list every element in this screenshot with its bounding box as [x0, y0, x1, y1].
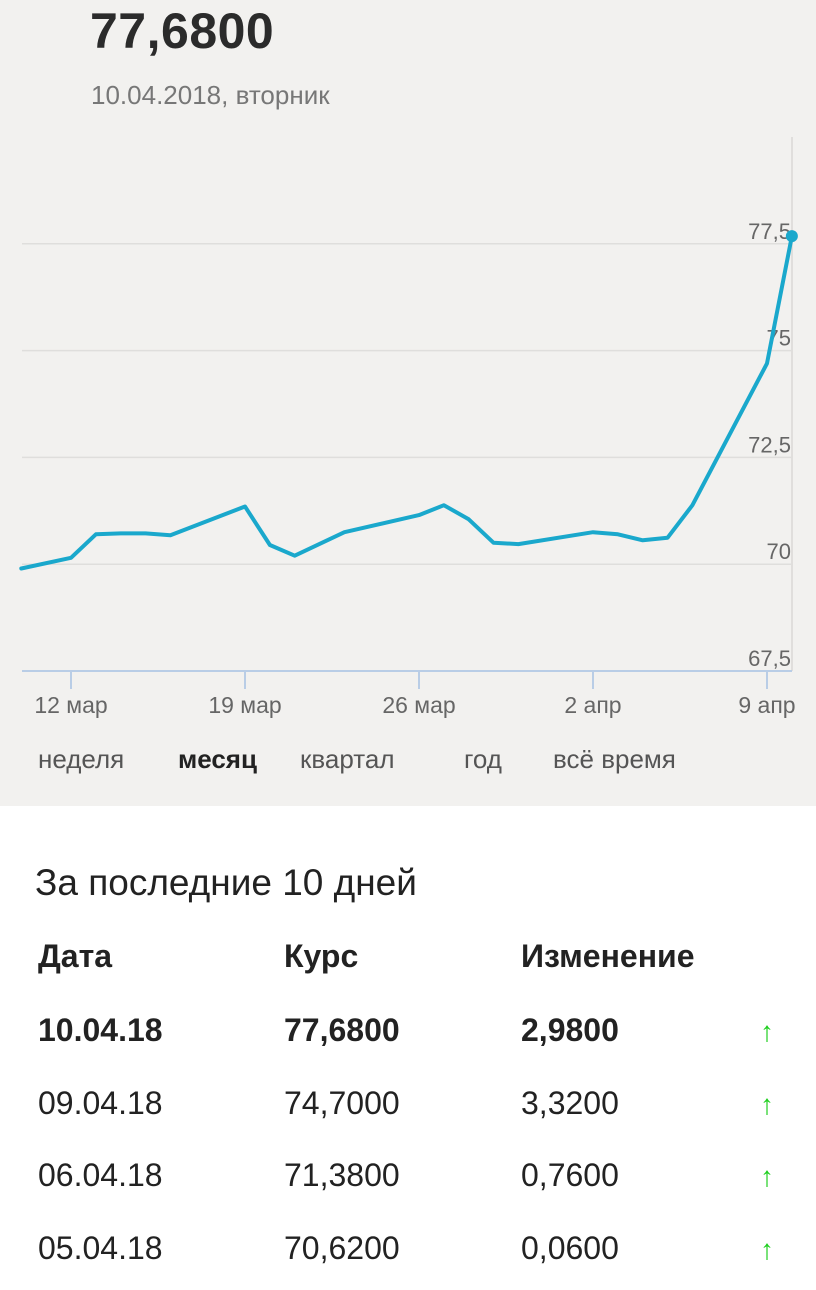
y-tick-label: 72,5 [748, 432, 791, 457]
history-title: За последние 10 дней [35, 862, 417, 903]
x-tick-label: 12 мар [34, 692, 107, 718]
arrow-up-icon: ↑ [760, 1234, 774, 1265]
x-tick-label: 26 мар [382, 692, 455, 718]
row-rate: 77,6800 [284, 1012, 400, 1048]
x-tick-label: 19 мар [208, 692, 281, 718]
row-change: 3,3200 [521, 1085, 619, 1121]
period-selector: неделя месяц квартал год всё время [0, 744, 816, 784]
period-quarter[interactable]: квартал [300, 744, 395, 774]
period-month[interactable]: месяц [178, 744, 257, 774]
arrow-up-icon: ↑ [760, 1016, 774, 1047]
row-change: 0,0600 [521, 1230, 619, 1266]
row-rate: 74,7000 [284, 1085, 400, 1121]
header-change: Изменение [521, 938, 695, 974]
x-tick-label: 9 апр [738, 692, 795, 718]
row-rate: 71,3800 [284, 1157, 400, 1193]
series-line [19, 234, 794, 571]
chart-panel: 77,6800 10.04.2018, вторник 67,5 70 72,5 75… [0, 0, 816, 806]
table-row: 09.04.18 74,7000 3,3200 ↑ [0, 1085, 816, 1145]
row-change: 0,7600 [521, 1157, 619, 1193]
row-rate: 70,6200 [284, 1230, 400, 1266]
period-week[interactable]: неделя [38, 744, 125, 774]
period-year[interactable]: год [464, 744, 502, 774]
header-rate: Курс [284, 938, 359, 974]
table-row: 05.04.18 70,6200 0,0600 ↑ [0, 1230, 816, 1290]
period-all-time[interactable]: всё время [553, 744, 676, 774]
table-row: 10.04.18 77,6800 2,9800 ↑ [0, 1012, 816, 1072]
row-date: 10.04.18 [38, 1012, 163, 1048]
y-tick-label: 77,5 [748, 219, 791, 244]
y-tick-label: 70 [767, 539, 791, 564]
row-date: 06.04.18 [38, 1157, 163, 1193]
header-date: Дата [38, 938, 113, 974]
arrow-up-icon: ↑ [760, 1161, 774, 1192]
table-row: 06.04.18 71,3800 0,7600 ↑ [0, 1157, 816, 1217]
y-tick-label: 67,5 [748, 646, 791, 671]
x-tick-label: 2 апр [564, 692, 621, 718]
row-date: 05.04.18 [38, 1230, 163, 1266]
current-rate: 77,6800 [90, 3, 275, 59]
arrow-up-icon: ↑ [760, 1089, 774, 1120]
row-date: 09.04.18 [38, 1085, 163, 1121]
last-point-marker [785, 230, 798, 243]
rate-date: 10.04.2018, вторник [91, 80, 330, 110]
row-change: 2,9800 [521, 1012, 619, 1048]
